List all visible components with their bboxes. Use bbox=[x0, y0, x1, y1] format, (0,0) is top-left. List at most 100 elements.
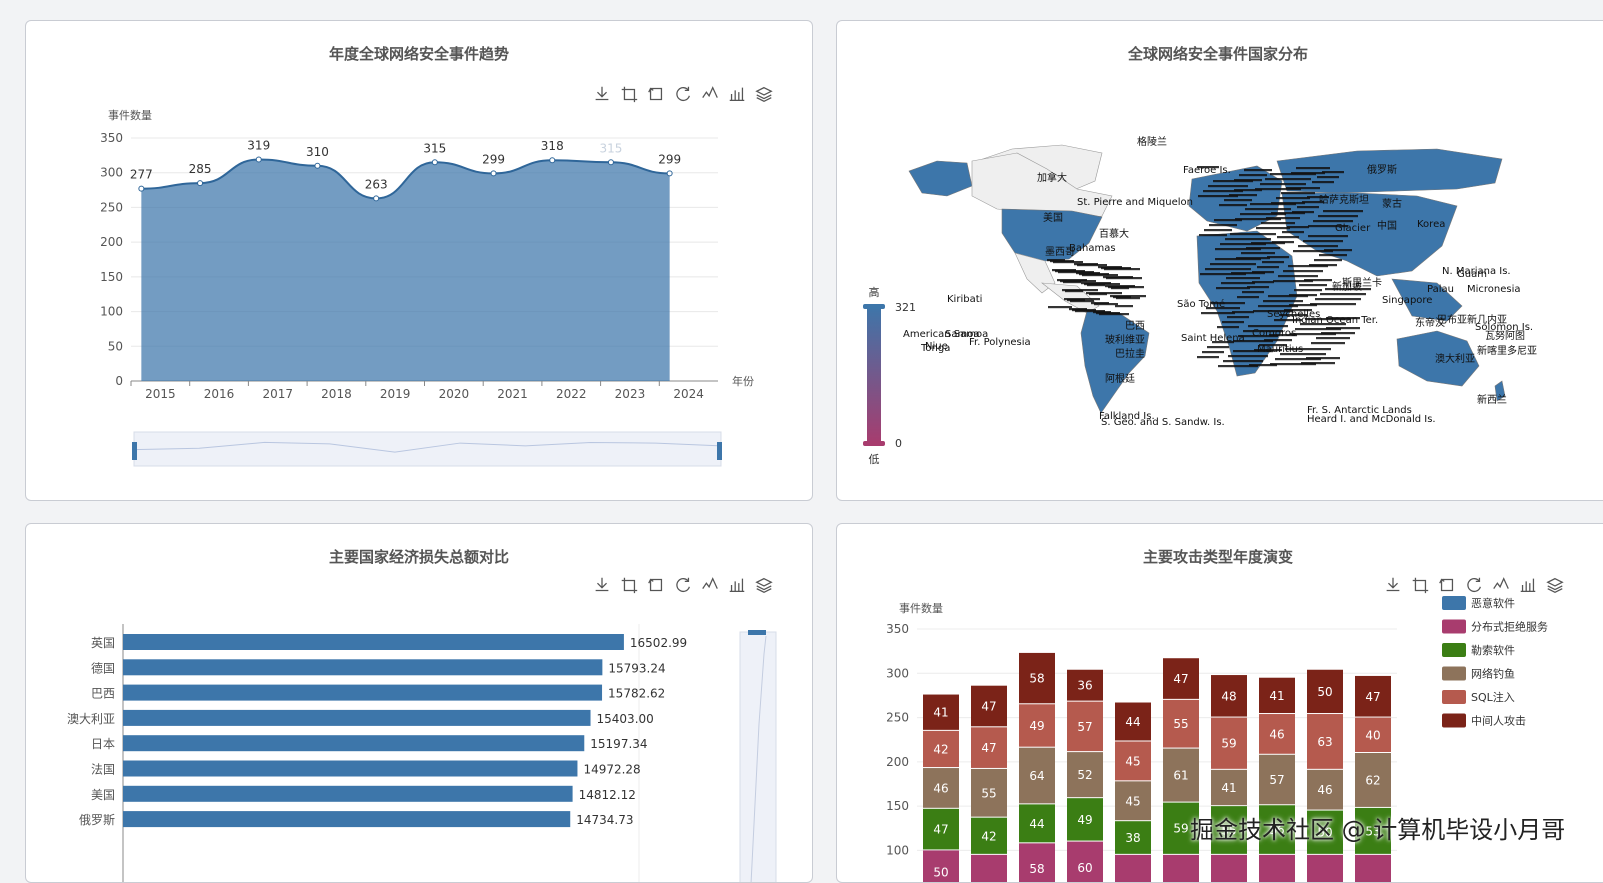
stack-icon[interactable] bbox=[1544, 574, 1566, 596]
legend-swatch[interactable] bbox=[1442, 713, 1466, 728]
attack-segment[interactable] bbox=[923, 730, 959, 768]
region-australia[interactable] bbox=[1396, 330, 1480, 387]
region-alaska[interactable] bbox=[908, 160, 973, 197]
datazoom-track[interactable] bbox=[133, 431, 722, 467]
trend-point[interactable] bbox=[314, 162, 321, 169]
loss-bar[interactable] bbox=[123, 709, 591, 726]
bar-chart-icon[interactable] bbox=[726, 83, 748, 105]
legend-label[interactable]: SQL注入 bbox=[1471, 690, 1515, 704]
bar-chart-icon[interactable] bbox=[726, 574, 748, 596]
attack-segment[interactable] bbox=[1211, 769, 1247, 806]
legend-label[interactable]: 中间人攻击 bbox=[1471, 714, 1526, 728]
attack-segment[interactable] bbox=[1019, 804, 1055, 843]
attack-segment[interactable] bbox=[971, 817, 1007, 854]
line-chart-icon[interactable] bbox=[1490, 574, 1512, 596]
trend-point[interactable] bbox=[197, 180, 204, 187]
visualmap-bar[interactable] bbox=[867, 305, 881, 445]
restore-icon[interactable] bbox=[672, 574, 694, 596]
zoom-reset-icon[interactable] bbox=[1436, 574, 1458, 596]
attack-segment[interactable] bbox=[923, 768, 959, 808]
zoom-icon[interactable] bbox=[618, 574, 640, 596]
visual-map[interactable]: 高 321 0 低 bbox=[863, 285, 916, 466]
region-new-zealand[interactable] bbox=[1494, 380, 1506, 402]
zoom-reset-icon[interactable] bbox=[645, 574, 667, 596]
attack-segment[interactable] bbox=[1019, 747, 1055, 804]
attack-segment[interactable] bbox=[1355, 807, 1391, 854]
attack-segment[interactable] bbox=[1115, 781, 1151, 821]
region-south-america[interactable] bbox=[1080, 310, 1150, 414]
visualmap-bottom-handle[interactable] bbox=[863, 441, 885, 446]
trend-point[interactable] bbox=[549, 157, 556, 164]
region-southeast-asia[interactable] bbox=[1391, 278, 1463, 322]
datazoom-left-handle[interactable] bbox=[132, 442, 137, 460]
attack-segment[interactable] bbox=[1067, 701, 1103, 752]
legend-label[interactable]: 勒索软件 bbox=[1471, 643, 1515, 657]
loss-bar[interactable] bbox=[123, 684, 603, 701]
restore-icon[interactable] bbox=[1463, 574, 1485, 596]
attack-segment[interactable] bbox=[923, 808, 959, 850]
attack-segment[interactable] bbox=[1355, 675, 1391, 717]
legend-swatch[interactable] bbox=[1442, 643, 1466, 657]
loss-bar[interactable] bbox=[123, 735, 585, 752]
visualmap-top-handle[interactable] bbox=[863, 304, 885, 309]
attack-segment[interactable] bbox=[1019, 652, 1055, 704]
legend-swatch[interactable] bbox=[1442, 690, 1466, 704]
region-asia[interactable] bbox=[1281, 192, 1458, 277]
line-chart-icon[interactable] bbox=[699, 574, 721, 596]
trend-point[interactable] bbox=[607, 159, 614, 166]
attack-segment[interactable] bbox=[971, 854, 1007, 883]
stack-icon[interactable] bbox=[753, 574, 775, 596]
attack-segment[interactable] bbox=[1259, 677, 1295, 714]
line-chart-icon[interactable] bbox=[699, 83, 721, 105]
attack-segment[interactable] bbox=[1115, 821, 1151, 854]
trend-point[interactable] bbox=[373, 195, 380, 202]
region-usa[interactable] bbox=[1001, 208, 1103, 262]
legend-label[interactable]: 恶意软件 bbox=[1471, 596, 1515, 610]
attack-segment[interactable] bbox=[1163, 658, 1199, 699]
trend-line[interactable] bbox=[141, 158, 670, 200]
loss-bar[interactable] bbox=[123, 811, 571, 828]
trend-point[interactable] bbox=[255, 156, 262, 163]
legend-swatch[interactable] bbox=[1442, 619, 1466, 634]
zoom-icon[interactable] bbox=[618, 83, 640, 105]
attack-segment[interactable] bbox=[1211, 717, 1247, 769]
attack-segment[interactable] bbox=[1355, 854, 1391, 883]
legend-label[interactable]: 分布式拒绝服务 bbox=[1471, 620, 1548, 634]
attack-segment[interactable] bbox=[1067, 798, 1103, 841]
datazoom-right-handle[interactable] bbox=[717, 442, 722, 460]
attack-segment[interactable] bbox=[1067, 669, 1103, 701]
zoom-reset-icon[interactable] bbox=[645, 83, 667, 105]
download-icon[interactable] bbox=[591, 574, 613, 596]
attack-segment[interactable] bbox=[1163, 802, 1199, 854]
attack-segment[interactable] bbox=[1163, 854, 1199, 883]
attack-segment[interactable] bbox=[1211, 854, 1247, 883]
attack-segment[interactable] bbox=[971, 727, 1007, 768]
trend-point[interactable] bbox=[431, 159, 438, 166]
trend-area[interactable] bbox=[141, 159, 670, 381]
legend-label[interactable]: 网络钓鱼 bbox=[1471, 667, 1515, 681]
trend-point[interactable] bbox=[138, 185, 145, 192]
attack-segment[interactable] bbox=[1259, 805, 1295, 854]
trend-datazoom[interactable] bbox=[132, 431, 722, 467]
attack-segment[interactable] bbox=[1307, 714, 1343, 769]
datazoom-top-handle[interactable] bbox=[748, 630, 766, 635]
attack-segment[interactable] bbox=[1307, 769, 1343, 810]
download-icon[interactable] bbox=[1382, 574, 1404, 596]
loss-bar[interactable] bbox=[123, 760, 578, 777]
zoom-icon[interactable] bbox=[1409, 574, 1431, 596]
attack-segment[interactable] bbox=[1355, 753, 1391, 807]
attack-segment[interactable] bbox=[971, 685, 1007, 727]
bar-chart-icon[interactable] bbox=[1517, 574, 1539, 596]
attack-segment[interactable] bbox=[1067, 752, 1103, 798]
attack-segment[interactable] bbox=[971, 768, 1007, 817]
loss-bar[interactable] bbox=[123, 659, 603, 676]
attack-segment[interactable] bbox=[1115, 854, 1151, 883]
region-canada[interactable] bbox=[971, 152, 1113, 222]
loss-bar[interactable] bbox=[123, 634, 624, 650]
attack-segment[interactable] bbox=[1163, 748, 1199, 802]
stack-icon[interactable] bbox=[753, 83, 775, 105]
attack-segment[interactable] bbox=[1115, 702, 1151, 741]
attack-segment[interactable] bbox=[1355, 717, 1391, 752]
legend-swatch[interactable] bbox=[1442, 666, 1466, 681]
attack-segment[interactable] bbox=[1019, 704, 1055, 747]
